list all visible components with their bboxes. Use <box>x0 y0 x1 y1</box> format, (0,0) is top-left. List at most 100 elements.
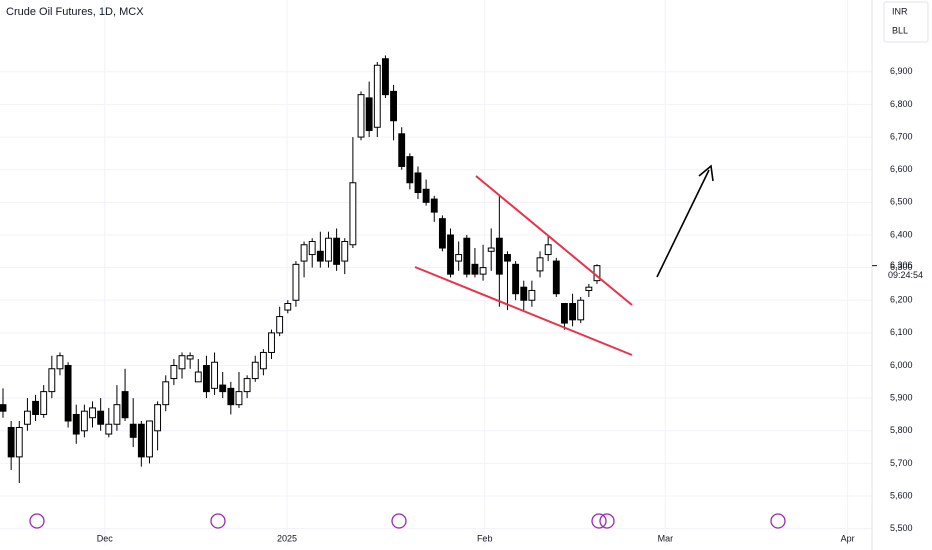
candle-body <box>552 260 560 295</box>
candle-body <box>48 368 56 393</box>
trendline-lower <box>414 266 633 356</box>
candle-body <box>463 237 471 275</box>
candle-body <box>487 247 495 252</box>
y-tick-label: 5,700 <box>890 458 913 468</box>
y-tick-label: 6,300 <box>890 262 913 272</box>
y-tick-label: 6,200 <box>890 295 913 305</box>
candle-body <box>308 240 316 256</box>
candle-body <box>268 332 275 353</box>
candle-body <box>512 263 520 295</box>
candle-body <box>569 303 577 321</box>
candle-body <box>64 365 72 422</box>
candle-body <box>7 427 15 458</box>
candle-body <box>577 299 585 321</box>
event-icon[interactable] <box>591 513 607 529</box>
candle-body <box>471 263 479 275</box>
candle-body <box>495 237 503 275</box>
candle-body <box>0 404 7 412</box>
candle-body <box>438 218 446 249</box>
y-tick-label: 6,500 <box>890 197 913 207</box>
candle-body <box>80 410 88 432</box>
candle-body <box>341 240 349 262</box>
x-tick-label: Feb <box>477 533 493 543</box>
candle-body <box>162 381 170 406</box>
candle-body <box>316 250 324 262</box>
y-tick-label: 6,000 <box>890 360 913 370</box>
arrow-head <box>698 164 714 182</box>
candle-body <box>398 133 406 167</box>
candle-body <box>333 237 341 265</box>
candle-body <box>146 420 153 458</box>
candle-body <box>105 423 113 435</box>
candle-body <box>178 355 186 370</box>
candle-body <box>154 404 162 432</box>
candle-body <box>227 387 235 406</box>
candle-body <box>455 254 463 262</box>
x-tick-label: 2025 <box>277 533 297 543</box>
y-tick-label: 6,900 <box>890 66 913 76</box>
y-tick-label: 6,600 <box>890 164 913 174</box>
candle-body <box>520 286 528 301</box>
x-tick-label: Dec <box>97 533 114 543</box>
x-tick-label: Mar <box>658 533 674 543</box>
candle-body <box>414 172 422 194</box>
candle-body <box>349 182 357 246</box>
candle-body <box>422 188 430 203</box>
countdown: 09:24:54 <box>888 270 923 280</box>
candle-body <box>357 94 365 138</box>
unit-box <box>883 1 929 43</box>
candle-body <box>243 378 251 393</box>
candle-body <box>276 316 284 334</box>
candle-body <box>259 351 267 370</box>
event-icon[interactable] <box>599 513 615 529</box>
chart-title: Crude Oil Futures, 1D, MCX <box>6 6 144 18</box>
candle-body <box>390 90 397 122</box>
event-icon[interactable] <box>29 513 45 529</box>
y-tick-label: 6,400 <box>890 229 913 239</box>
candle-body <box>382 58 389 96</box>
last-price-label: 6,306 <box>890 260 913 270</box>
event-icon[interactable] <box>391 513 407 529</box>
event-icon[interactable] <box>770 513 786 529</box>
candle-body <box>23 410 31 425</box>
candle-body <box>544 244 552 256</box>
unit: BLL <box>892 25 908 35</box>
candle-body <box>585 286 593 291</box>
candle-body <box>32 400 39 415</box>
candle-body <box>121 391 129 419</box>
y-tick-label: 6,700 <box>890 131 913 141</box>
candle-body <box>202 365 210 393</box>
event-icon[interactable] <box>210 513 226 529</box>
y-tick-label: 5,500 <box>890 523 913 533</box>
y-tick-label: 6,800 <box>890 99 913 109</box>
event-icons[interactable] <box>29 513 786 529</box>
candle-body <box>561 303 568 324</box>
candle-body <box>56 355 64 370</box>
candle-body <box>300 244 308 262</box>
candle-body <box>447 234 454 275</box>
candle-body <box>536 257 544 272</box>
candle-body <box>528 289 536 301</box>
candle-body <box>292 263 300 301</box>
candle-body <box>89 407 96 419</box>
candles <box>0 55 601 483</box>
candle-body <box>235 391 243 406</box>
candle-body <box>211 361 218 389</box>
candle-body <box>479 267 487 275</box>
candle-body <box>129 423 137 438</box>
x-tick-label: Apr <box>841 533 855 543</box>
y-tick-label: 6,100 <box>890 327 913 337</box>
candle-body <box>365 97 373 132</box>
y-tick-label: 5,900 <box>890 393 913 403</box>
candle-body <box>504 254 511 262</box>
candle-body <box>325 237 332 262</box>
candle-body <box>15 427 23 458</box>
candle-body <box>284 303 292 311</box>
candle-body <box>137 423 145 458</box>
candle-body <box>72 413 80 435</box>
candle-body <box>97 410 105 425</box>
arrow-line <box>656 169 710 278</box>
candle-body <box>430 198 438 213</box>
